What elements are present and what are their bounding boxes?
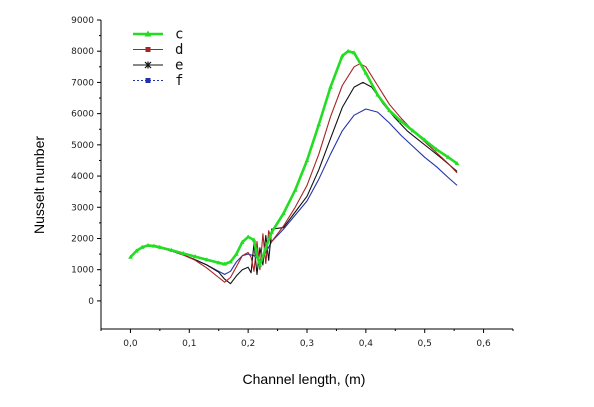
x-tick-label: 0,0 [123,339,138,349]
y-tick-label: 7000 [71,78,94,88]
series-point-c [410,128,416,133]
y-tick-label: 6000 [71,110,94,120]
y-tick-label: 2000 [71,234,94,244]
x-axis: 0,0 0,1 0,2 0,3 0,4 0,5 0,6 [100,329,514,349]
legend-marker-star [144,61,152,69]
series-point-c [434,147,439,152]
series-point-c [292,187,298,192]
x-tick-label: 0,6 [476,339,491,349]
y-tick-label: 9000 [71,16,94,26]
series-point-c [454,161,460,166]
series-point-c [269,229,274,234]
series-point-c [192,254,198,259]
series-point-c [239,239,245,244]
x-tick-label: 0,5 [418,339,432,349]
series-point-c [128,254,133,259]
x-tick-label: 0,3 [300,339,314,349]
series-c [128,48,460,267]
series-point-c [375,92,380,97]
series-layer [128,48,460,285]
series-point-c [351,50,357,55]
series-point-c [345,48,351,53]
series-point-c [316,122,322,127]
legend-marker-square [145,47,151,52]
x-axis-title: Channel length, (m) [243,371,366,387]
series-point-c [228,259,233,264]
series-point-c [387,108,392,113]
legend-label-d: d [175,42,183,58]
series-point-c [157,244,163,249]
legend-label-c: c [175,27,183,43]
series-point-c [245,234,251,239]
series-line-c [129,49,458,267]
y-axis-title: Nusselt number [31,136,47,234]
series-point-c [139,244,145,249]
series-d [130,63,458,283]
series-point-c [257,262,263,267]
series-point-c [340,53,345,58]
series-line-d [130,63,458,283]
series-point-c [169,247,174,252]
series-point-c [234,251,239,256]
y-tick-label: 1000 [71,266,94,276]
series-point-c [145,242,151,247]
series-point-c [181,250,186,256]
legend-marker-triangle [144,30,152,37]
x-tick-label: 0,1 [182,339,196,349]
legend-label-f: f [175,73,183,89]
series-point-c [281,211,286,216]
plot-area [100,20,513,330]
y-tick-label: 3000 [71,203,94,213]
series-point-c [363,70,369,75]
legend-label-e: e [175,58,183,74]
series-point-c [398,118,404,124]
legend-item-c: c [133,27,183,43]
y-tick-label: 4000 [71,172,94,182]
x-tick-label: 0,2 [241,339,255,349]
y-axis: 0 1000 2000 3000 4000 5000 6000 7000 8000 9000 [71,16,101,307]
y-tick-label: 5000 [71,141,94,151]
series-point-c [263,245,269,250]
legend-item-d: d [133,42,183,58]
legend-item-f: f [133,73,183,89]
series-point-c [216,260,222,265]
series-point-c [328,84,333,89]
series-point-c [304,157,310,163]
legend-item-e: e [133,58,183,74]
series-point-c [445,154,451,159]
series-point-c [422,137,428,142]
legend-marker-square [145,78,151,83]
series-point-c [151,243,157,248]
series-point-c [222,261,227,266]
series-point-c [254,253,260,258]
series-point-c [134,248,139,253]
y-tick-label: 0 [88,297,94,307]
series-point-c [204,257,210,262]
series-point-c [251,237,257,242]
y-tick-label: 8000 [71,47,94,57]
x-tick-label: 0,4 [359,339,374,349]
